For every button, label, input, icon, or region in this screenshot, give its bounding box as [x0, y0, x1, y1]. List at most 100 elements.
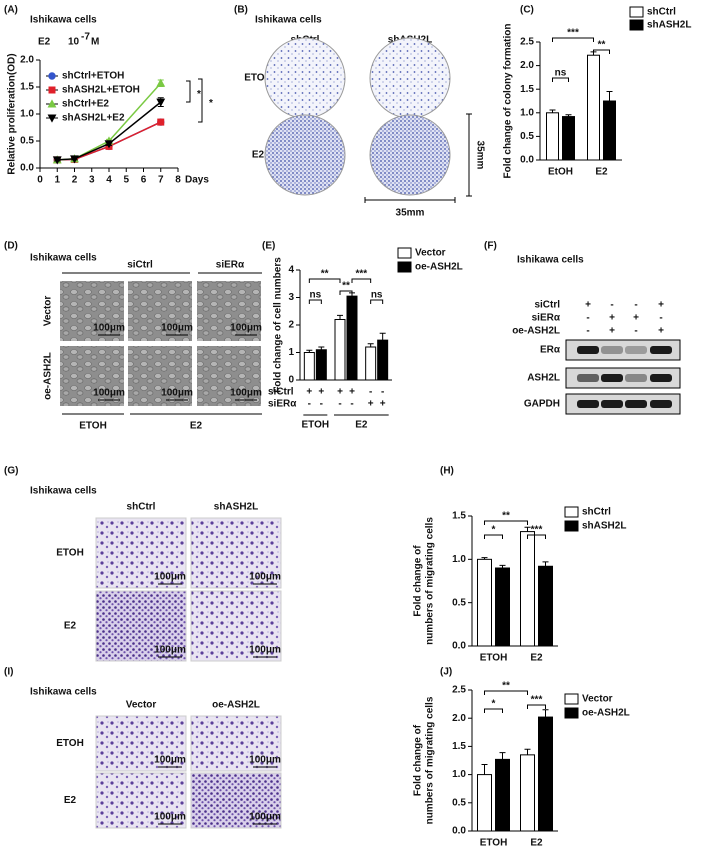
panel-label: (A)	[4, 5, 18, 16]
x-tick-label: E2	[530, 838, 543, 849]
panel-title: Ishikawa cells	[255, 15, 322, 26]
significance-bracket	[552, 37, 594, 42]
x-axis-label: Days	[185, 175, 209, 186]
condition-sign: +	[658, 300, 664, 311]
micrograph	[197, 346, 261, 406]
y-tick-label: 3	[288, 292, 294, 303]
migration-image	[95, 517, 187, 589]
y-tick-label: 2.5	[520, 37, 534, 48]
significance-label: **	[502, 511, 510, 522]
legend-label: shASH2L	[582, 521, 626, 532]
condition-sign: -	[586, 326, 589, 337]
condition-sign: +	[349, 387, 355, 398]
blot-band	[625, 374, 647, 382]
y-tick-label: 1	[288, 347, 294, 358]
chart-title: Ishikawa cells	[30, 15, 97, 26]
scale-label: 100μm	[249, 755, 281, 766]
micrograph	[60, 281, 124, 341]
series-line	[57, 101, 162, 161]
y-tick-label: 1.0	[452, 769, 466, 780]
scale-label: 100μm	[161, 323, 193, 334]
y-tick-label: 2	[288, 320, 294, 331]
legend-swatch	[564, 520, 579, 532]
significance-label: ***	[531, 525, 543, 536]
micrograph	[60, 346, 124, 406]
condition-sign: -	[369, 387, 372, 398]
migration-image	[190, 715, 282, 772]
error-bar	[481, 763, 488, 775]
legend-swatch	[397, 261, 412, 273]
bar	[495, 758, 510, 832]
y-tick-label: 2.5	[452, 685, 466, 696]
legend-marker	[47, 114, 57, 123]
y-tick-label: 1.0	[452, 554, 466, 565]
y-axis-label: Fold change of	[413, 724, 424, 796]
significance-label: ns	[555, 68, 567, 79]
x-tick-label: 2	[72, 175, 78, 186]
significance-bracket	[308, 278, 341, 283]
panel-title: Ishikawa cells	[30, 486, 97, 497]
panel-label: (I)	[4, 667, 13, 678]
scale-label: 100μm	[154, 645, 186, 656]
condition-sign: -	[634, 300, 637, 311]
panel-title: Ishikawa cells	[517, 255, 584, 266]
significance-bracket	[198, 78, 203, 123]
x-tick-label: 8	[175, 175, 181, 186]
legend-label: shASH2L+E2	[62, 113, 125, 124]
error-bar	[606, 91, 613, 101]
x-tick-label: E2	[530, 653, 543, 664]
condition-sign: +	[318, 387, 324, 398]
row-label: oe-ASH2L	[43, 352, 54, 400]
y-tick-label: 0	[288, 375, 294, 386]
bar	[477, 774, 492, 832]
row-label: Vector	[43, 296, 54, 327]
panel-label: (H)	[440, 466, 454, 477]
condition-sign: +	[380, 399, 386, 410]
significance-label: **	[598, 40, 606, 51]
significance-bracket	[484, 534, 503, 539]
legend-swatch	[629, 6, 644, 18]
bar	[520, 531, 535, 647]
migration-image	[95, 715, 187, 772]
migration-image	[190, 517, 282, 589]
significance-label: ***	[567, 28, 579, 39]
treatment-label: E2	[190, 421, 203, 432]
condition-sign: -	[350, 399, 353, 410]
x-tick-label: 7	[158, 175, 164, 186]
bar	[538, 716, 553, 832]
blot-band	[625, 346, 647, 354]
condition-sign: +	[337, 387, 343, 398]
row-label: E2	[252, 150, 265, 161]
error-bar	[542, 709, 549, 718]
legend-label: shCtrl+ETOH	[62, 71, 124, 82]
blot-strip	[565, 339, 681, 361]
legend-label: shCtrl	[582, 507, 611, 518]
condition-sign: +	[368, 399, 374, 410]
migration-image	[95, 590, 187, 662]
x-tick-label: 5	[123, 175, 129, 186]
panel-label: (F)	[484, 241, 497, 252]
y-axis-label: numbers of migrating cells	[425, 517, 436, 645]
y-tick-label: 1.5	[452, 511, 466, 522]
significance-bracket	[593, 49, 610, 54]
scale-label: 100μm	[230, 388, 262, 399]
bar	[477, 558, 492, 647]
scale-label: 100μm	[93, 323, 125, 334]
marker	[156, 98, 166, 107]
legend-label: shCtrl+E2	[62, 99, 109, 110]
condition-sign: -	[381, 387, 384, 398]
scale-label: 35mm	[396, 208, 425, 219]
y-tick-label: 1.0	[20, 109, 34, 120]
marker	[52, 156, 62, 165]
y-axis-label: Fold change of cell numbers	[273, 257, 284, 393]
condition-label: siCtrl	[268, 387, 294, 398]
x-tick-label: 0	[37, 175, 43, 186]
legend-label: Vector	[415, 248, 446, 259]
y-tick-label: 0.5	[520, 131, 534, 142]
condition-sign: +	[658, 326, 664, 337]
y-tick-label: 1.5	[520, 84, 534, 95]
annotation: E2	[38, 37, 51, 48]
x-tick-label: 1	[54, 175, 60, 186]
panel-label: (J)	[440, 667, 452, 678]
